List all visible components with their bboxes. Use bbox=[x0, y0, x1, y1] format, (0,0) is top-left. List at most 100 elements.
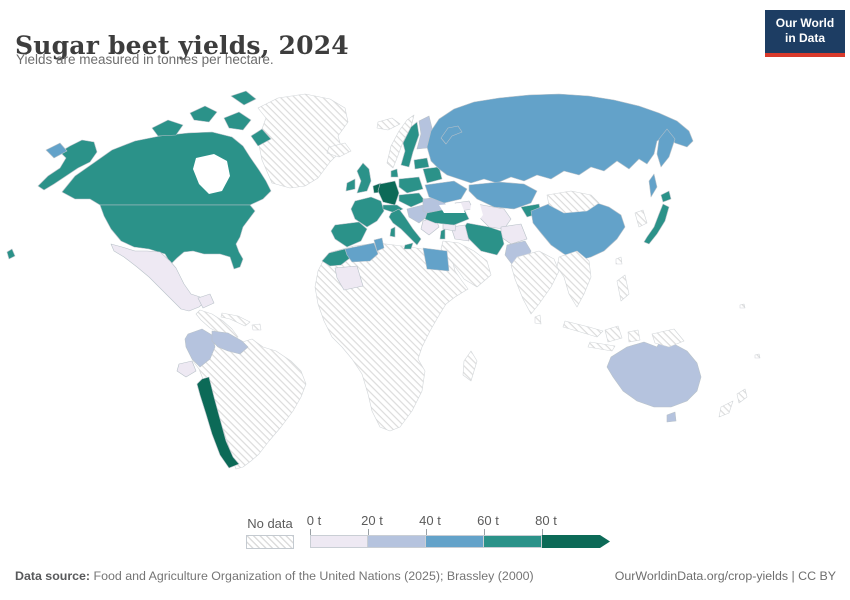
footer: Data source: Food and Agriculture Organi… bbox=[0, 566, 850, 590]
black-sea bbox=[439, 203, 465, 213]
country-japan[interactable] bbox=[643, 203, 670, 245]
country-russia-novaya-zemlya[interactable] bbox=[440, 125, 463, 145]
owid-logo-line2: in Data bbox=[784, 31, 825, 45]
country-new-zealand-south[interactable] bbox=[718, 400, 734, 418]
country-venezuela[interactable] bbox=[211, 330, 249, 355]
country-tunisia[interactable] bbox=[373, 237, 385, 252]
legend-no-data-swatch[interactable] bbox=[246, 535, 294, 549]
country-sri-lanka[interactable] bbox=[534, 314, 542, 325]
country-mongolia[interactable] bbox=[546, 190, 600, 214]
caspian-sea bbox=[469, 201, 483, 223]
country-russia-kamchatka[interactable] bbox=[656, 128, 676, 168]
region-baltics[interactable] bbox=[413, 157, 430, 170]
country-egypt[interactable] bbox=[422, 247, 450, 272]
data-source-note: Data source: Food and Agriculture Organi… bbox=[15, 569, 534, 583]
country-united-kingdom[interactable] bbox=[356, 162, 372, 194]
country-iceland[interactable] bbox=[326, 142, 352, 158]
country-taiwan[interactable] bbox=[615, 256, 623, 265]
country-papua-new-guinea[interactable] bbox=[651, 328, 685, 348]
country-colombia[interactable] bbox=[184, 328, 216, 368]
legend-bin-40-60[interactable] bbox=[426, 535, 484, 548]
country-australia-tasmania[interactable] bbox=[666, 411, 677, 423]
country-svalbard[interactable] bbox=[376, 117, 401, 131]
page-subtitle: Yields are measured in tonnes per hectar… bbox=[16, 52, 274, 67]
country-usa-hawaii[interactable] bbox=[6, 248, 16, 260]
legend-tick bbox=[426, 529, 427, 535]
country-india[interactable] bbox=[510, 250, 560, 315]
country-indonesia-sumatra[interactable] bbox=[562, 320, 604, 338]
country-ukraine[interactable] bbox=[424, 180, 468, 204]
country-russia-sakhalin[interactable] bbox=[648, 173, 658, 198]
country-afghanistan[interactable] bbox=[500, 223, 528, 245]
country-italy-sardinia[interactable] bbox=[389, 226, 396, 238]
country-italy[interactable] bbox=[388, 208, 422, 246]
country-canada-islands[interactable] bbox=[189, 105, 218, 123]
hudson-bay bbox=[193, 154, 230, 194]
country-canada-islands[interactable] bbox=[250, 128, 272, 147]
country-usa-alaska[interactable] bbox=[37, 139, 98, 191]
region-se-asia[interactable] bbox=[556, 250, 592, 308]
country-italy-sicily[interactable] bbox=[403, 242, 414, 250]
country-ecuador[interactable] bbox=[176, 360, 197, 378]
footer-link[interactable]: OurWorldinData.org/crop-yields | CC BY bbox=[614, 569, 836, 583]
country-denmark[interactable] bbox=[390, 168, 399, 178]
country-russia[interactable] bbox=[426, 93, 694, 184]
country-indonesia-sulawesi[interactable] bbox=[627, 329, 641, 343]
country-indonesia-java[interactable] bbox=[587, 341, 616, 352]
country-israel[interactable] bbox=[439, 228, 446, 240]
country-canada-islands[interactable] bbox=[230, 90, 257, 106]
data-source-text: Food and Agriculture Organization of the… bbox=[90, 569, 534, 583]
country-sweden[interactable] bbox=[400, 121, 420, 168]
legend-tick bbox=[368, 529, 369, 535]
legend-tick-label: 20 t bbox=[361, 513, 383, 528]
page-title: Sugar beet yields, 2024 bbox=[15, 30, 349, 60]
owid-logo[interactable]: Our World in Data bbox=[765, 10, 845, 57]
legend-tick bbox=[310, 529, 311, 535]
country-norway[interactable] bbox=[386, 114, 415, 169]
legend-tick-label: 60 t bbox=[477, 513, 499, 528]
legend-tick-label: 0 t bbox=[306, 513, 322, 528]
data-source-label: Data source: bbox=[15, 569, 91, 583]
owid-logo-line1: Our World bbox=[775, 16, 835, 30]
region-central-europe[interactable] bbox=[398, 192, 426, 208]
pacific-islands[interactable] bbox=[739, 303, 746, 309]
country-mexico[interactable] bbox=[110, 243, 207, 312]
legend-bin-0-20[interactable] bbox=[310, 535, 368, 548]
country-canada-islands[interactable] bbox=[223, 111, 252, 131]
country-canada-islands[interactable] bbox=[151, 119, 184, 137]
legend-no-data-label: No data bbox=[247, 516, 293, 531]
country-mali[interactable] bbox=[334, 265, 364, 291]
legend-tick-label: 40 t bbox=[419, 513, 441, 528]
country-algeria[interactable] bbox=[344, 242, 379, 263]
country-new-zealand-north[interactable] bbox=[736, 388, 748, 404]
country-belarus[interactable] bbox=[422, 166, 443, 184]
country-mexico-yucatan[interactable] bbox=[197, 293, 215, 309]
country-poland[interactable] bbox=[398, 176, 424, 194]
country-australia[interactable] bbox=[606, 336, 702, 408]
country-cuba[interactable] bbox=[220, 312, 251, 327]
country-france[interactable] bbox=[350, 196, 385, 228]
region-korea[interactable] bbox=[634, 209, 648, 228]
country-kazakhstan[interactable] bbox=[468, 181, 538, 210]
legend-bin-60-80[interactable] bbox=[484, 535, 542, 548]
pacific-islands[interactable] bbox=[754, 353, 761, 359]
legend-bin-80-plus[interactable] bbox=[542, 535, 610, 548]
country-madagascar[interactable] bbox=[462, 350, 478, 382]
country-philippines[interactable] bbox=[616, 274, 630, 302]
country-russia-chukotka[interactable] bbox=[45, 142, 68, 159]
country-spain[interactable] bbox=[330, 221, 368, 248]
country-ireland[interactable] bbox=[345, 178, 356, 192]
country-japan-hokkaido[interactable] bbox=[660, 190, 672, 203]
country-usa[interactable] bbox=[99, 204, 256, 270]
country-indonesia-borneo[interactable] bbox=[604, 325, 623, 343]
country-hispaniola[interactable] bbox=[251, 323, 262, 331]
legend-tick bbox=[484, 529, 485, 535]
legend-bin-20-40[interactable] bbox=[368, 535, 426, 548]
legend-tick-label: 80 t bbox=[535, 513, 557, 528]
legend-color-bar[interactable]: 0 t 20 t 40 t 60 t 80 t bbox=[307, 513, 610, 548]
country-greenland[interactable] bbox=[257, 93, 349, 189]
legend-tick bbox=[542, 529, 543, 535]
country-chile[interactable] bbox=[196, 376, 240, 469]
